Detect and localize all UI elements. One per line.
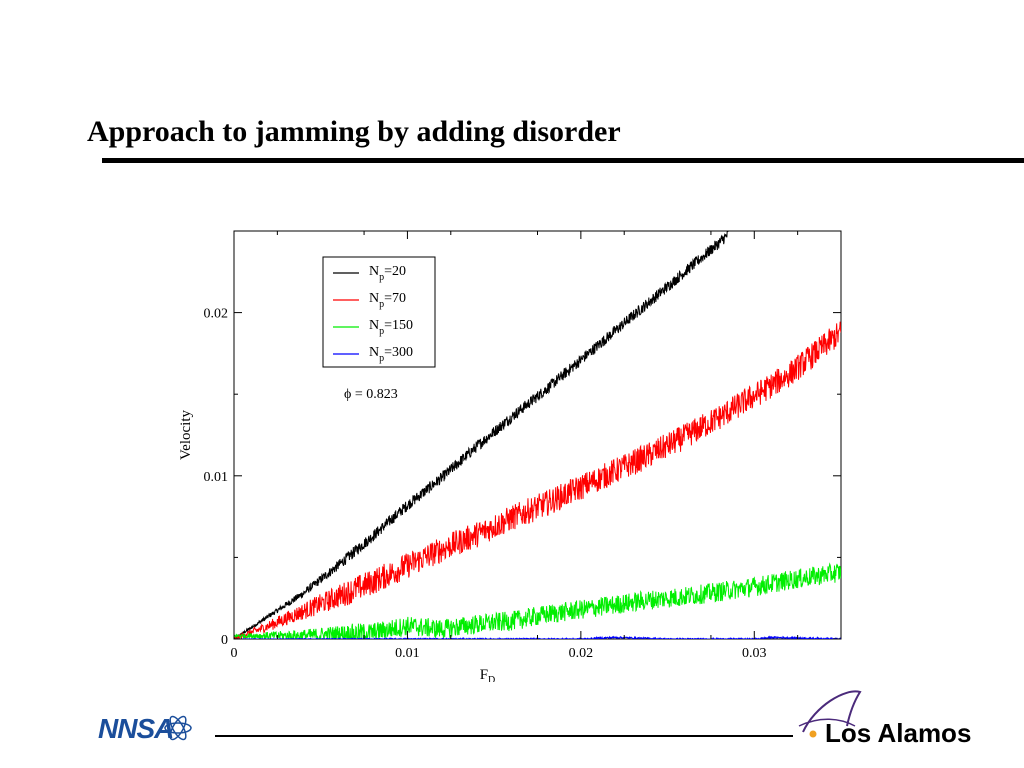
legend-box [322,256,436,368]
legend-label-sub: p [379,353,384,364]
series-line-2 [234,321,841,639]
los-alamos-logo-text: Los Alamos [825,718,971,748]
legend-label-sub: p [379,326,384,337]
legend-label: Np=300 [369,345,413,364]
x-axis-label: FD [480,667,496,682]
nnsa-logo: NNSA [98,713,192,744]
ticks-layer: 0 0.01 0.02 0.03 0 0.01 0.02 [204,231,841,661]
nnsa-logo-text: NNSA [98,713,173,744]
atom-icon [164,715,192,741]
legend-label-main: N [369,345,379,360]
legend-label-main: N [369,318,379,333]
legend-label: Np=70 [369,291,406,310]
footer-rule [215,735,793,737]
orbit-arc-icon [798,718,856,727]
y-axis-label: Velocity [178,410,194,460]
x-axis-label-main: F [480,667,488,682]
legend-label-tail: =70 [384,291,406,306]
y-tick-label: 0.02 [204,307,229,322]
figure-panel: 0 0.01 0.02 0.03 0 0.01 0.02 Velocity FD Np=20… [175,222,850,682]
legend-label-main: N [369,291,379,306]
series-line-1 [234,231,729,639]
legend-label-sub: p [379,299,384,310]
legend-label-tail: =20 [384,264,406,279]
legend-label-tail: =150 [384,318,413,333]
slide-title: Approach to jamming by adding disorder [87,115,621,148]
series-line-3 [234,562,841,639]
legend-label-main: N [369,264,379,279]
x-tick-label: 0.03 [742,646,767,661]
x-tick-label: 0.02 [569,646,594,661]
los-alamos-logo: Los Alamos [798,690,971,748]
y-tick-label: 0 [221,633,228,648]
legend-label-sub: p [379,272,384,283]
y-tick-label: 0.01 [204,470,229,485]
plot-area: 0 0.01 0.02 0.03 0 0.01 0.02 [204,230,842,661]
x-tick-label: 0.01 [395,646,420,661]
orbit-swoosh-icon [802,690,862,733]
title-underline [102,158,1024,163]
legend-label-tail: =300 [384,345,413,360]
x-tick-label: 0 [231,646,238,661]
phi-annotation: ϕ = 0.823 [344,387,398,402]
legend-label: Np=150 [369,318,413,337]
x-axis-label-sub: D [488,675,495,682]
orbit-dot-icon [809,730,817,738]
legend-label: Np=20 [369,264,406,283]
